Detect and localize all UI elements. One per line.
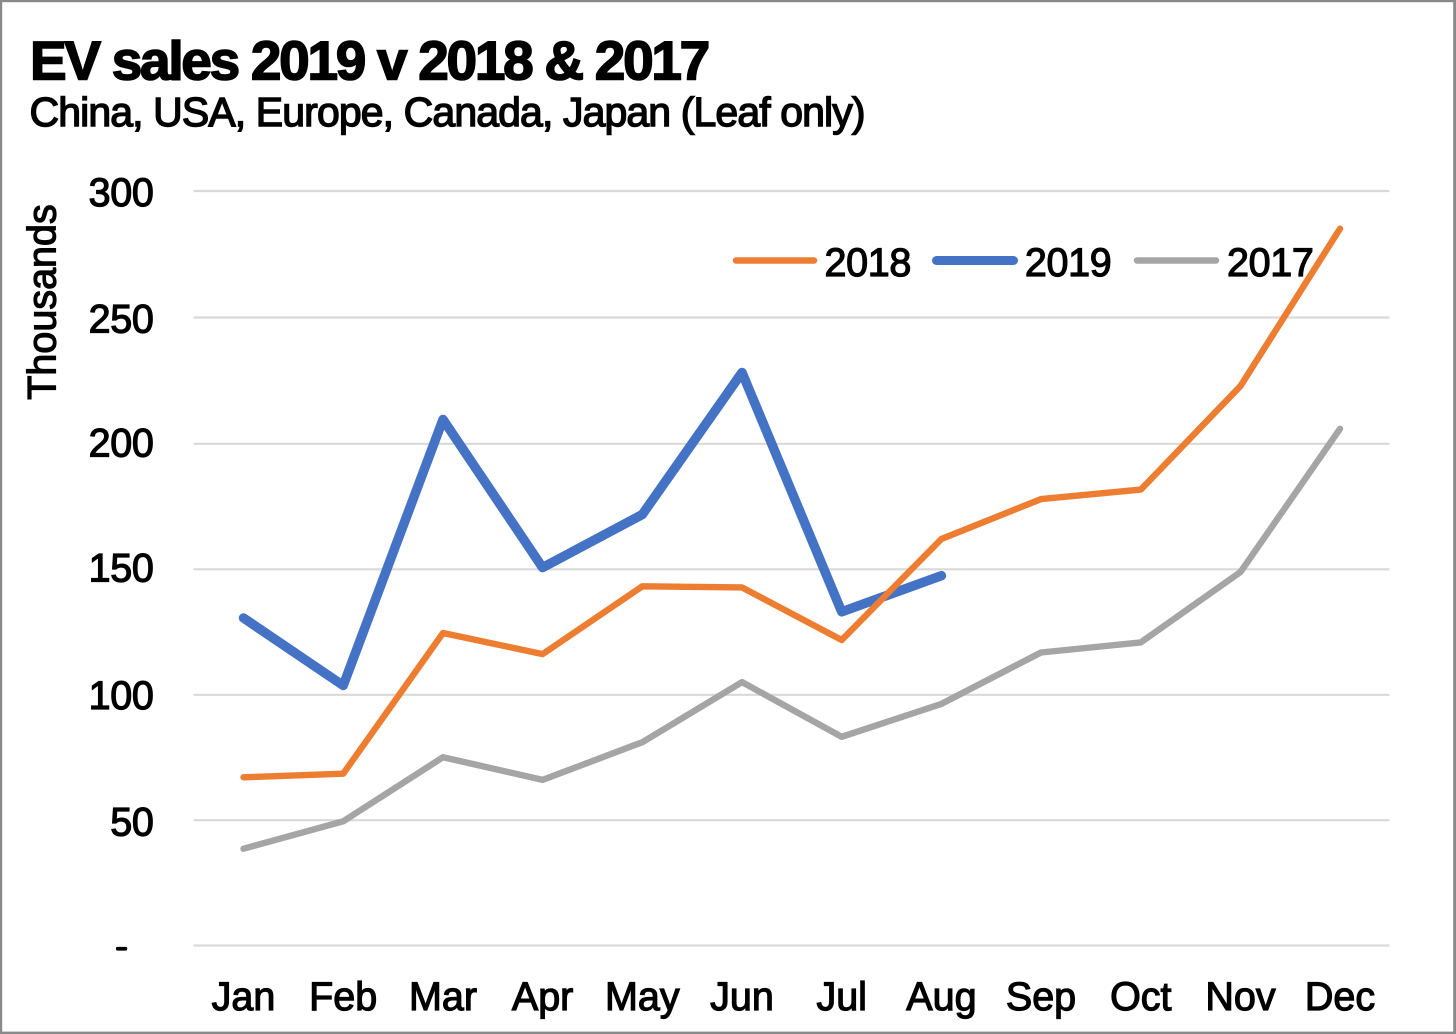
svg-text:Mar: Mar <box>409 975 477 1019</box>
svg-text:Jul: Jul <box>816 975 867 1019</box>
svg-text:Aug: Aug <box>906 975 976 1019</box>
svg-text:May: May <box>605 975 680 1019</box>
svg-text:Thousands: Thousands <box>21 204 65 399</box>
svg-text:Jan: Jan <box>212 975 276 1019</box>
svg-text:2018: 2018 <box>825 241 911 285</box>
svg-text:EV sales 2019 v 2018 & 2017: EV sales 2019 v 2018 & 2017 <box>30 30 709 92</box>
svg-text:Dec: Dec <box>1305 975 1375 1019</box>
svg-text:Jun: Jun <box>710 975 774 1019</box>
svg-text:Apr: Apr <box>512 975 573 1019</box>
svg-text:Oct: Oct <box>1110 975 1171 1019</box>
svg-text:100: 100 <box>89 674 154 718</box>
svg-text:China, USA, Europe, Canada, Ja: China, USA, Europe, Canada, Japan (Leaf … <box>30 89 865 135</box>
svg-text:300: 300 <box>89 171 154 215</box>
svg-text:2017: 2017 <box>1227 241 1313 285</box>
svg-text:2019: 2019 <box>1025 241 1111 285</box>
svg-text:200: 200 <box>89 422 154 466</box>
svg-text:Nov: Nov <box>1205 975 1275 1019</box>
svg-text:50: 50 <box>110 801 153 845</box>
svg-text:Feb: Feb <box>309 975 377 1019</box>
svg-text:150: 150 <box>89 547 154 591</box>
svg-text:Sep: Sep <box>1006 975 1076 1019</box>
svg-text:250: 250 <box>89 298 154 342</box>
